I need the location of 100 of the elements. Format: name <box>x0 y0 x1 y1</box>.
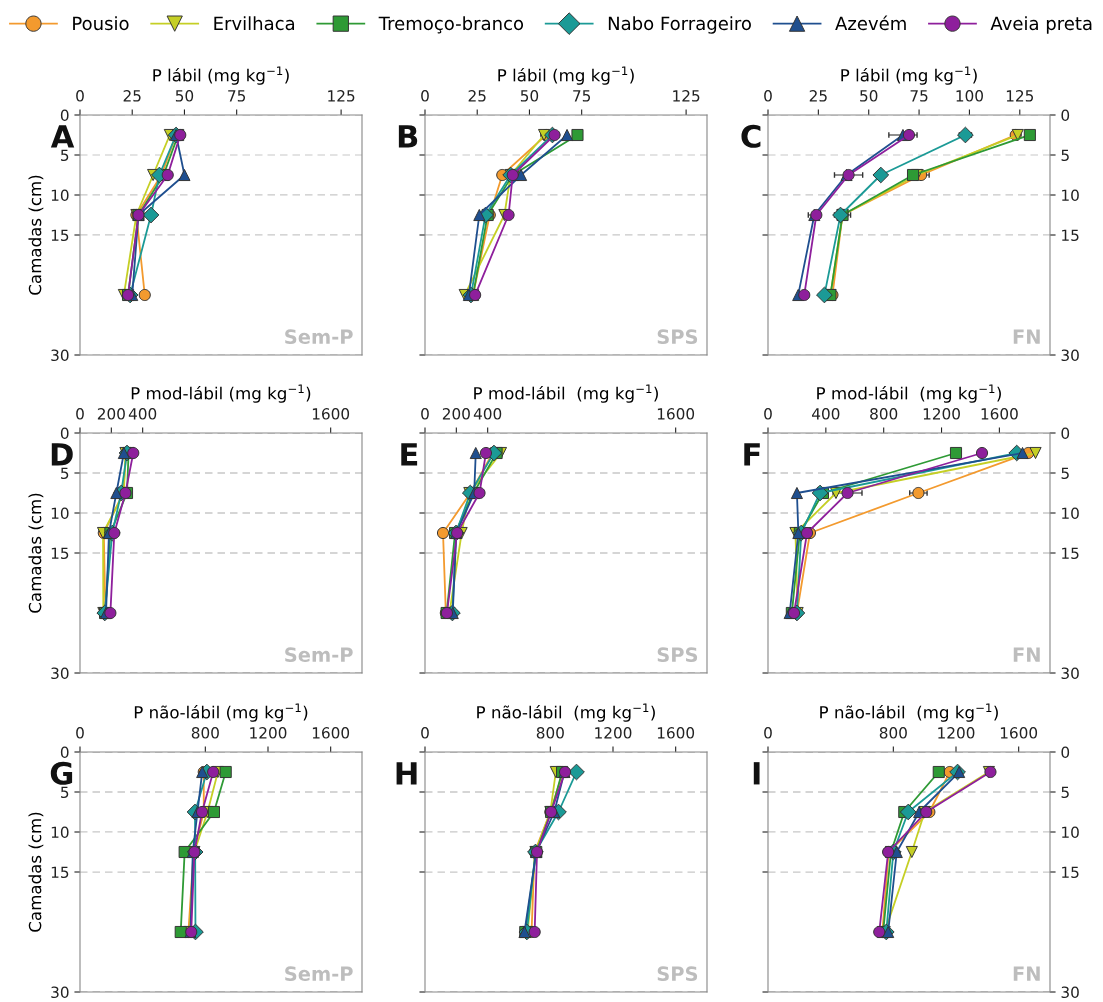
annotation: Sem-P <box>285 647 353 663</box>
x-tick-label: 1600 <box>657 408 695 420</box>
chart-title: F <box>744 443 760 466</box>
x-tick-label: 25 <box>468 90 486 102</box>
y-tick-label: 5 <box>1061 786 1069 799</box>
x-tick-label: 50 <box>175 90 194 102</box>
y-tick-label: 15 <box>1062 229 1079 242</box>
x-tick-label: 1600 <box>312 408 350 420</box>
y-tick-label: 15 <box>1062 547 1079 560</box>
x-tick-label: 0 <box>764 727 772 739</box>
annotation: FN <box>1013 647 1040 662</box>
x-tick-label: 1200 <box>595 727 632 739</box>
x-tick-label: 1600 <box>657 727 695 739</box>
y-tick-label: 0 <box>60 109 69 122</box>
legend-label: Aveia preta <box>990 16 1092 34</box>
x-axis-title: P mod-lábil (mg kg$^{−1}$) <box>817 384 1001 403</box>
y-tick-label: 30 <box>51 667 69 680</box>
y-tick-label: 30 <box>51 349 69 362</box>
x-tick-label: 1600 <box>1000 727 1038 739</box>
annotation: FN <box>1013 966 1040 981</box>
chart-title: I <box>753 762 760 785</box>
x-axis-title: P lábil (mg kg$^{−1}$) <box>498 66 634 85</box>
legend-label: Nabo Forrageiro <box>608 16 751 34</box>
x-tick-label: 1200 <box>250 727 287 739</box>
y-tick-label: 10 <box>1062 507 1079 520</box>
annotation: SPS <box>657 329 698 345</box>
y-axis-title: Camadas (cm) <box>28 493 44 613</box>
x-tick-label: 125 <box>673 90 700 102</box>
chart-title: A <box>50 125 75 148</box>
x-tick-label: 400 <box>812 408 840 420</box>
chart-title: G <box>50 761 73 785</box>
x-tick-label: 0 <box>421 727 429 739</box>
x-tick-label: 0 <box>421 408 429 420</box>
y-tick-label: 0 <box>1061 746 1070 759</box>
y-tick-label: 5 <box>1061 149 1069 162</box>
x-tick-label: 25 <box>809 90 827 102</box>
x-tick-label: 0 <box>76 727 84 739</box>
y-tick-label: 10 <box>51 189 69 202</box>
x-tick-label: 75 <box>228 90 246 102</box>
y-tick-label: 5 <box>61 786 69 799</box>
y-tick-label: 0 <box>60 427 69 440</box>
x-tick-label: 50 <box>520 90 539 102</box>
y-tick-label: 15 <box>51 866 69 879</box>
y-tick-label: 0 <box>1061 109 1070 122</box>
legend-label: Tremoço-branco <box>378 16 524 34</box>
chart-title: C <box>741 124 761 148</box>
y-tick-label: 15 <box>51 229 69 242</box>
chart-title: H <box>396 762 417 785</box>
y-tick-label: 30 <box>51 986 69 999</box>
x-tick-label: 200 <box>442 408 470 420</box>
x-tick-label: 400 <box>473 408 502 420</box>
annotation: Sem-P <box>285 329 353 345</box>
y-axis-title: Camadas (cm) <box>28 175 44 295</box>
y-tick-label: 10 <box>51 507 69 520</box>
x-tick-label: 75 <box>910 90 928 102</box>
x-tick-label: 0 <box>764 90 772 102</box>
legend-label: Azevém <box>835 15 906 31</box>
annotation: SPS <box>657 647 698 663</box>
x-axis-title: P não-lábil (mg kg$^{−1}$) <box>820 703 998 722</box>
x-axis-title: P lábil (mg kg$^{−1}$) <box>153 66 289 85</box>
y-tick-label: 30 <box>1061 986 1079 999</box>
y-tick-label: 10 <box>51 826 69 839</box>
x-tick-label: 800 <box>536 727 564 739</box>
chart-title: D <box>51 443 73 466</box>
x-tick-label: 800 <box>191 727 219 739</box>
x-tick-label: 1200 <box>923 408 960 420</box>
y-tick-label: 10 <box>1062 826 1079 839</box>
y-axis-title: Camadas (cm) <box>28 812 44 932</box>
y-tick-label: 30 <box>1061 349 1079 362</box>
chart-title: B <box>398 125 418 148</box>
x-tick-label: 0 <box>76 90 84 102</box>
x-tick-label: 1200 <box>938 727 975 739</box>
x-tick-label: 25 <box>123 90 141 102</box>
y-tick-label: 10 <box>1062 189 1079 202</box>
x-tick-label: 0 <box>421 90 429 102</box>
y-tick-label: 5 <box>1061 467 1069 480</box>
annotation: SPS <box>657 966 698 982</box>
x-tick-label: 1600 <box>312 727 350 739</box>
legend-label: Ervilhaca <box>214 16 295 31</box>
x-tick-label: 100 <box>956 90 983 102</box>
x-tick-label: 800 <box>870 408 898 420</box>
x-tick-label: 125 <box>1006 90 1034 102</box>
annotation: FN <box>1013 329 1040 344</box>
y-tick-label: 0 <box>60 746 69 759</box>
x-tick-label: 1600 <box>981 408 1018 420</box>
legend-label: Pousio <box>73 16 129 31</box>
y-tick-label: 15 <box>51 547 69 560</box>
y-tick-label: 0 <box>1061 427 1070 440</box>
x-axis-title: P mod-lábil (mg kg$^{−1}$) <box>131 384 311 403</box>
y-tick-label: 5 <box>61 149 69 162</box>
x-tick-label: 50 <box>860 90 878 102</box>
x-axis-title: P mod-lábil (mg kg$^{−1}$) <box>474 384 658 403</box>
y-tick-label: 30 <box>1061 667 1079 680</box>
x-tick-label: 200 <box>97 408 125 420</box>
annotation: Sem-P <box>285 966 353 982</box>
y-tick-label: 15 <box>1062 866 1079 879</box>
x-axis-title: P não-lábil (mg kg$^{−1}$) <box>134 703 308 722</box>
x-tick-label: 75 <box>573 90 591 102</box>
x-tick-label: 125 <box>328 90 355 102</box>
x-axis-title: P lábil (mg kg$^{−1}$) <box>841 66 977 85</box>
